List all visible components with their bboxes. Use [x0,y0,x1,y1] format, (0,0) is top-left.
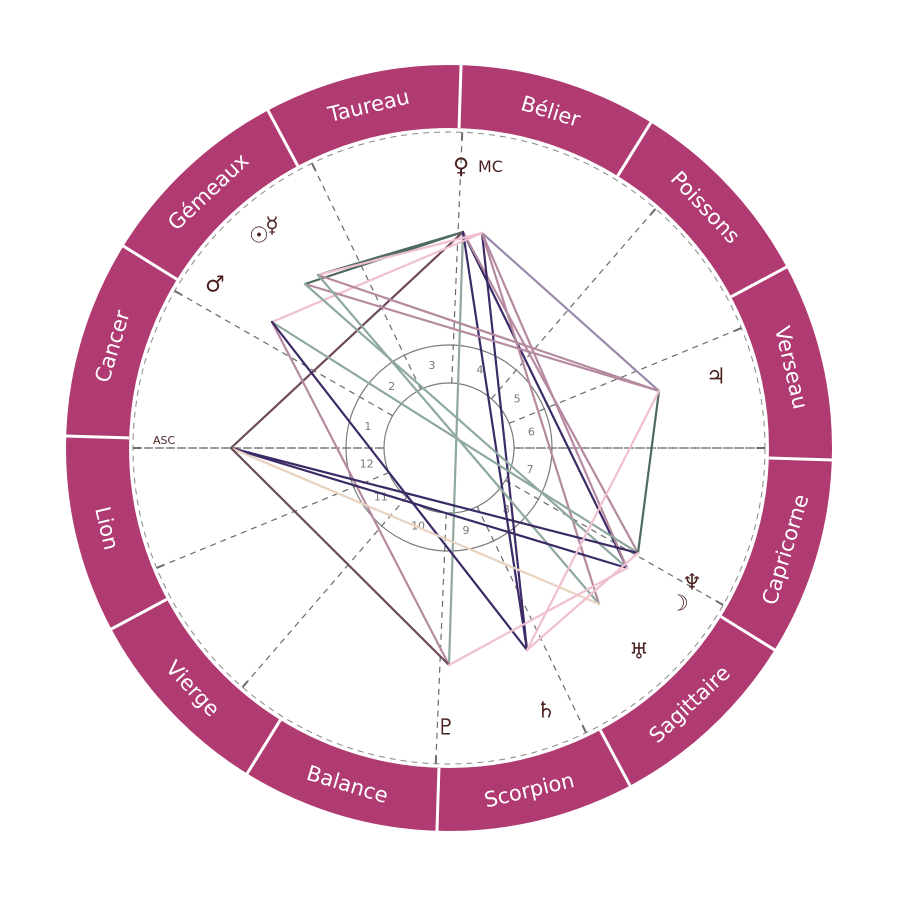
sign-separator [437,768,439,832]
asc-label: ASC [153,434,176,447]
jupiter-icon: ♃ [706,365,726,390]
pluto-icon: ♇ [436,716,456,741]
saturn-icon: ♄ [536,699,556,724]
house-number-3: 3 [429,359,436,372]
house-number-2: 2 [388,380,395,393]
mars-icon: ♂ [205,273,225,298]
house-number-1: 1 [364,420,371,433]
house-number-5: 5 [514,392,521,405]
house-number-12: 12 [360,458,374,471]
sign-separator [459,64,461,128]
uranus-icon: ♅ [629,640,649,665]
mercury-icon: ☿ [265,214,279,239]
moon-icon: ☽ [669,592,689,617]
house-number-7: 7 [527,463,534,476]
venus-icon: ♀ [453,155,469,180]
house-number-6: 6 [528,425,535,438]
house-number-9: 9 [462,524,469,537]
sign-separator [65,436,129,438]
mc-label: MC [478,157,503,176]
sign-separator [769,458,833,460]
